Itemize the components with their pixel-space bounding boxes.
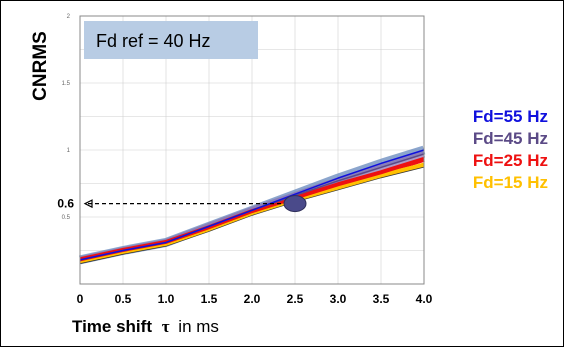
x-tick-label-4: 2.0 (244, 292, 261, 306)
legend-entry-2: Fd=25 Hz (473, 151, 548, 170)
y-tick-label-1: 1 (67, 148, 71, 154)
x-tick-label-0: 0 (77, 292, 84, 306)
annotation: 0.6 (57, 195, 307, 213)
plot-area (79, 15, 425, 285)
legend: Fd=55 Hz Fd=45 Hz Fd=25 Hz Fd=15 Hz (473, 107, 548, 192)
annotation-label: 0.6 (57, 197, 74, 211)
x-axis-title-unit: in ms (178, 317, 219, 336)
x-tick-label-7: 3.5 (373, 292, 390, 306)
y-tick-label-3: 2 (67, 14, 71, 20)
legend-entry-0: Fd=55 Hz (473, 107, 548, 126)
x-axis-title: Time shift τ in ms (72, 317, 219, 336)
x-tick-label-1: 0.5 (115, 292, 132, 306)
series-line-0 (79, 149, 425, 261)
reference-box-text: Fd ref = 40 Hz (96, 31, 211, 51)
x-tick-label-3: 1.5 (201, 292, 218, 306)
annotation-arrowhead (83, 199, 93, 209)
legend-entry-1: Fd=45 Hz (473, 129, 548, 148)
series-lines (79, 149, 425, 264)
y-tick-label-0: 0.5 (62, 215, 71, 221)
legend-entry-3: Fd=15 Hz (473, 173, 548, 192)
x-tick-label-8: 4.0 (416, 292, 433, 306)
x-tick-label-6: 3.0 (330, 292, 347, 306)
x-tick-label-2: 1.0 (158, 292, 175, 306)
y-tick-label-2: 1.5 (62, 81, 71, 87)
x-axis-title-symbol: τ (162, 317, 170, 336)
x-ticks: 0 0.5 1.0 1.5 2.0 2.5 3.0 3.5 4.0 (77, 292, 433, 306)
x-axis-title-main: Time shift (72, 317, 152, 336)
y-ticks: 0.5 1 1.5 2 (62, 14, 71, 221)
x-tick-label-5: 2.5 (287, 292, 304, 306)
y-axis-title: CNRMS (30, 31, 51, 101)
intersection-marker (283, 195, 307, 213)
reference-box (84, 21, 258, 59)
